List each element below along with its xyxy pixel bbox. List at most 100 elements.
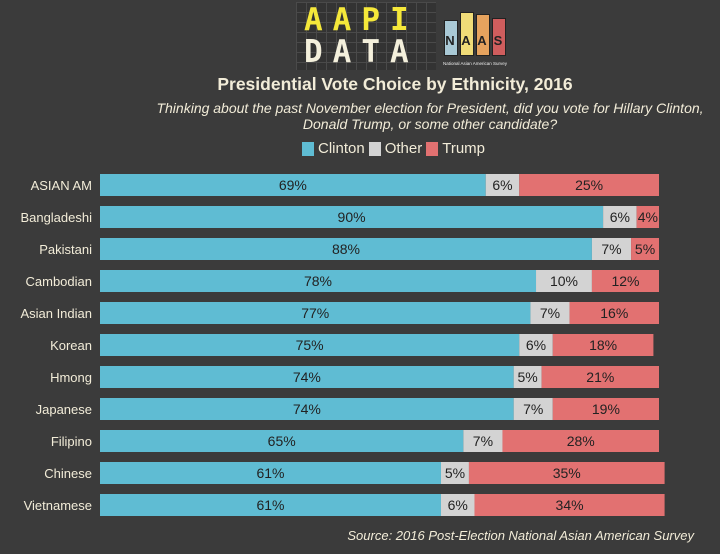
- data-label-bangladeshi-trump: 4%: [638, 209, 658, 225]
- legend-item-clinton: Clinton: [302, 140, 365, 157]
- bar-cambodian-other: [536, 270, 592, 292]
- data-label-asian-indian-trump: 16%: [600, 305, 628, 321]
- data-label-japanese-other: 7%: [523, 401, 543, 417]
- bar-asian-indian-other: [530, 302, 570, 324]
- bar-filipino-clinton: [100, 430, 464, 452]
- category-label-bangladeshi: Bangladeshi: [20, 210, 92, 225]
- data-label-bangladeshi-other: 6%: [610, 209, 630, 225]
- logo-grid-background: [296, 2, 436, 70]
- bar-pakistani-trump: [631, 238, 659, 260]
- bar-pakistani-other: [591, 238, 632, 260]
- data-label-filipino-other: 7%: [473, 433, 493, 449]
- legend-item-other: Other: [368, 140, 423, 157]
- naas-letter-n: N: [445, 33, 455, 48]
- data-label-filipino-trump: 28%: [567, 433, 595, 449]
- bar-hmong-other: [513, 366, 542, 388]
- category-label-vietnamese: Vietnamese: [24, 498, 92, 513]
- bar-korean-clinton: [100, 334, 520, 356]
- bar-hmong-trump: [541, 366, 659, 388]
- legend-item-trump: Trump: [426, 140, 485, 157]
- bar-vietnamese-other: [440, 494, 475, 516]
- category-label-filipino: Filipino: [51, 434, 92, 449]
- legend-label-other: Other: [384, 140, 423, 157]
- bar-vietnamese-clinton: [100, 494, 441, 516]
- data-label-chinese-trump: 35%: [553, 465, 581, 481]
- data-label-chinese-other: 5%: [445, 465, 465, 481]
- bar-asian-indian-trump: [569, 302, 659, 324]
- bar-asian-am-other: [485, 174, 520, 196]
- naas-bar-1: [444, 20, 458, 56]
- data-label-asian-indian-clinton: 77%: [301, 305, 329, 321]
- naas-letter-a1: A: [461, 33, 471, 48]
- bar-japanese-clinton: [100, 398, 514, 420]
- category-label-chinese: Chinese: [44, 466, 92, 481]
- bar-filipino-trump: [502, 430, 659, 452]
- logo-aapi-text: AAPI: [304, 2, 419, 38]
- bar-hmong-clinton: [100, 366, 514, 388]
- bar-bangladeshi-trump: [636, 206, 659, 228]
- data-label-japanese-clinton: 74%: [293, 401, 321, 417]
- category-label-korean: Korean: [50, 338, 92, 353]
- chart-title: Presidential Vote Choice by Ethnicity, 2…: [217, 74, 573, 94]
- legend-label-clinton: Clinton: [318, 140, 365, 157]
- category-label-asian-indian: Asian Indian: [20, 306, 92, 321]
- category-label-pakistani: Pakistani: [39, 242, 92, 257]
- bar-chinese-other: [440, 462, 469, 484]
- data-label-vietnamese-trump: 34%: [556, 497, 584, 513]
- naas-letter-a2: A: [477, 33, 487, 48]
- naas-bar-3: [476, 14, 490, 56]
- bar-cambodian-clinton: [100, 270, 537, 292]
- data-label-asian-am-trump: 25%: [575, 177, 603, 193]
- data-label-filipino-clinton: 65%: [268, 433, 296, 449]
- aapi-data-logo: AAPI DATA N A A S National Asian America…: [296, 2, 508, 70]
- data-label-asian-am-clinton: 69%: [279, 177, 307, 193]
- data-label-bangladeshi-clinton: 90%: [338, 209, 366, 225]
- category-label-hmong: Hmong: [50, 370, 92, 385]
- data-label-cambodian-trump: 12%: [611, 273, 639, 289]
- data-label-chinese-clinton: 61%: [256, 465, 284, 481]
- data-label-asian-am-other: 6%: [492, 177, 512, 193]
- chart-subtitle: Thinking about the past November electio…: [156, 100, 704, 132]
- bar-korean-trump: [552, 334, 654, 356]
- data-label-pakistani-other: 7%: [601, 241, 621, 257]
- bar-japanese-other: [513, 398, 553, 420]
- data-label-hmong-trump: 21%: [586, 369, 614, 385]
- category-label-japanese: Japanese: [36, 402, 92, 417]
- bar-vietnamese-trump: [474, 494, 665, 516]
- data-label-vietnamese-other: 6%: [448, 497, 468, 513]
- bar-asian-am-clinton: [100, 174, 486, 196]
- naas-letter-s: S: [493, 33, 503, 48]
- bar-cambodian-trump: [591, 270, 659, 292]
- data-label-korean-clinton: 75%: [296, 337, 324, 353]
- data-label-hmong-clinton: 74%: [293, 369, 321, 385]
- data-label-hmong-other: 5%: [518, 369, 538, 385]
- bar-chinese-trump: [468, 462, 665, 484]
- data-label-japanese-trump: 19%: [592, 401, 620, 417]
- legend-swatch-other: [368, 141, 381, 156]
- category-label-asian-am: ASIAN AM: [31, 178, 92, 193]
- naas-bar-2: [460, 12, 474, 56]
- data-label-vietnamese-clinton: 61%: [256, 497, 284, 513]
- bar-asian-indian-clinton: [100, 302, 531, 324]
- data-label-korean-trump: 18%: [589, 337, 617, 353]
- data-label-pakistani-trump: 5%: [635, 241, 655, 257]
- bar-chinese-clinton: [100, 462, 441, 484]
- bar-asian-am-trump: [519, 174, 659, 196]
- naas-logo: N A A S National Asian American Survey: [442, 10, 508, 66]
- legend-swatch-clinton: [302, 141, 314, 156]
- legend: Clinton Other Trump: [302, 140, 489, 157]
- legend-swatch-trump: [426, 141, 439, 156]
- bar-japanese-trump: [552, 398, 659, 420]
- data-label-pakistani-clinton: 88%: [332, 241, 360, 257]
- data-label-cambodian-other: 10%: [550, 273, 578, 289]
- bar-filipino-other: [463, 430, 503, 452]
- naas-bar-4: [492, 18, 506, 56]
- bar-pakistani-clinton: [100, 238, 592, 260]
- logo-data-text: DATA: [304, 34, 419, 70]
- bar-bangladeshi-other: [603, 206, 637, 228]
- data-label-asian-indian-other: 7%: [540, 305, 560, 321]
- legend-label-trump: Trump: [442, 140, 485, 157]
- source-note: Source: 2016 Post-Election National Asia…: [347, 528, 694, 543]
- bar-bangladeshi-clinton: [100, 206, 604, 228]
